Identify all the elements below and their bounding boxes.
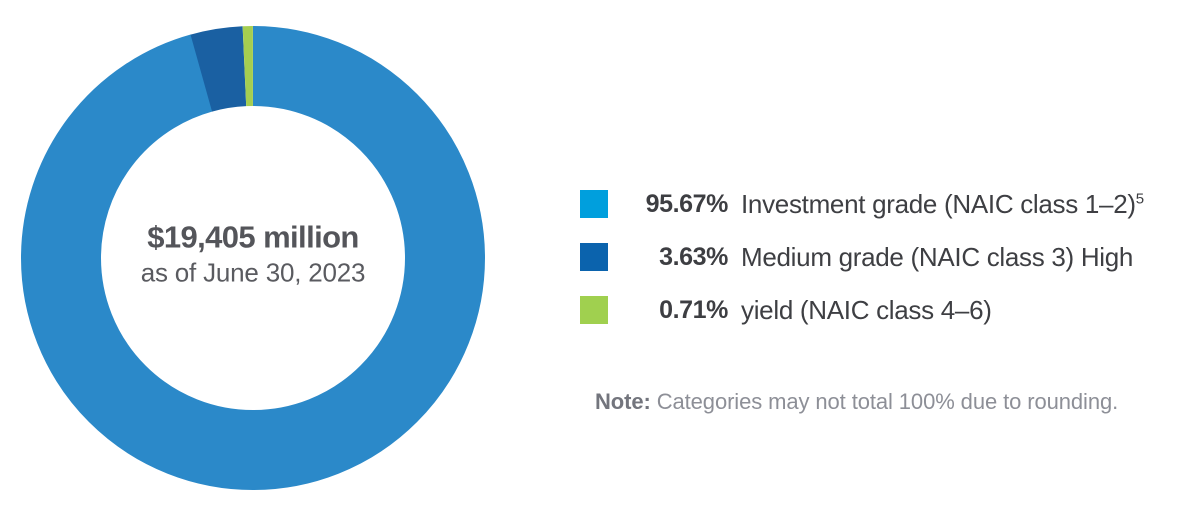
legend-row-investment-grade: 95.67% Investment grade (NAIC class 1–2)…	[580, 189, 1144, 220]
as-of-date: as of June 30, 2023	[140, 257, 366, 288]
donut-svg	[20, 25, 485, 490]
donut-slice-2	[21, 25, 485, 490]
legend-row-high-yield: 0.71% yield (NAIC class 4–6)	[580, 295, 1144, 326]
legend-pct: 0.71%	[659, 295, 728, 324]
donut-chart: $19,405 million as of June 30, 2023	[0, 0, 514, 514]
rounding-note: Note: Categories may not total 100% due …	[595, 389, 1118, 415]
donut-slice-1	[20, 25, 485, 490]
legend-label-text: yield (NAIC class 4–6)	[741, 294, 992, 325]
legend-swatch-medium-grade	[580, 243, 608, 271]
donut-slice-0	[21, 26, 485, 490]
note-text: Categories may not total 100% due to rou…	[656, 389, 1119, 414]
legend-label-text: Investment grade (NAIC class 1–2)	[741, 188, 1136, 219]
legend-swatch-high-yield	[580, 296, 608, 324]
legend-row-medium-grade: 3.63% Medium grade (NAIC class 3) High	[580, 242, 1144, 273]
legend-pct: 3.63%	[659, 242, 728, 271]
legend-pct: 95.67%	[645, 189, 729, 218]
note-prefix: Note:	[595, 389, 651, 414]
legend-label: yield (NAIC class 4–6)	[741, 295, 992, 326]
total-value: $19,405 million	[147, 219, 359, 255]
legend-label-text: Medium grade (NAIC class 3) High	[741, 241, 1134, 272]
legend-label: Medium grade (NAIC class 3) High	[741, 242, 1133, 273]
footnote-marker: 5	[1135, 189, 1144, 207]
legend-label: Investment grade (NAIC class 1–2)5	[741, 189, 1144, 220]
legend-swatch-investment-grade	[580, 190, 608, 218]
donut-center-label: $19,405 million as of June 30, 2023	[141, 220, 366, 289]
legend: 95.67% Investment grade (NAIC class 1–2)…	[580, 189, 1144, 349]
